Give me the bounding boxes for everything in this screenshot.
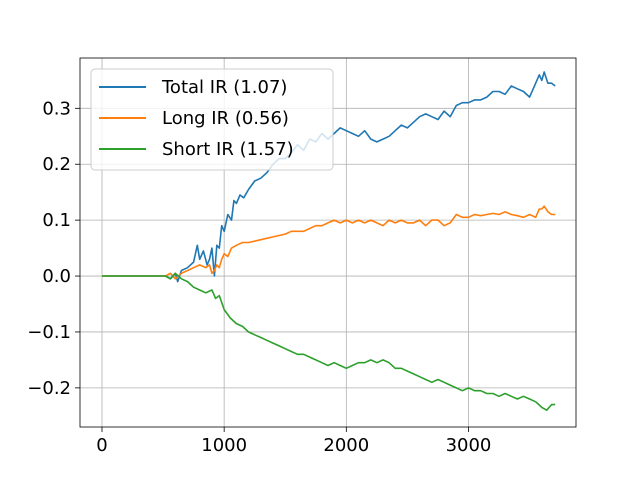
plot-frame (79, 57, 577, 428)
x-tick-label: 3000 (446, 435, 492, 456)
legend-box (90, 68, 334, 171)
y-axis-ticks: −0.2 −0.1 0.0 0.1 0.2 0.3 (27, 98, 80, 399)
x-axis-ticks: 0 1000 2000 3000 (96, 427, 491, 456)
legend-label: Long IR (0.56) (162, 108, 289, 129)
legend: Total IR (1.07) Long IR (0.56) Short IR (1… (90, 68, 334, 171)
x-tick-label: 0 (96, 435, 107, 456)
legend-label: Short IR (1.57) (162, 139, 294, 160)
y-tick-label: 0.1 (42, 210, 71, 231)
y-tick-label: 0.2 (42, 154, 71, 175)
y-tick-label: 0.3 (42, 98, 71, 119)
y-tick-label: −0.2 (27, 378, 71, 399)
y-tick-label: −0.1 (27, 322, 71, 343)
series-line-3 (102, 272, 556, 412)
x-tick-label: 2000 (323, 435, 369, 456)
x-tick-label: 1000 (201, 435, 247, 456)
series-line-2 (102, 205, 556, 280)
legend-label: Total IR (1.07) (161, 77, 287, 98)
y-tick-label: 0.0 (42, 266, 71, 287)
